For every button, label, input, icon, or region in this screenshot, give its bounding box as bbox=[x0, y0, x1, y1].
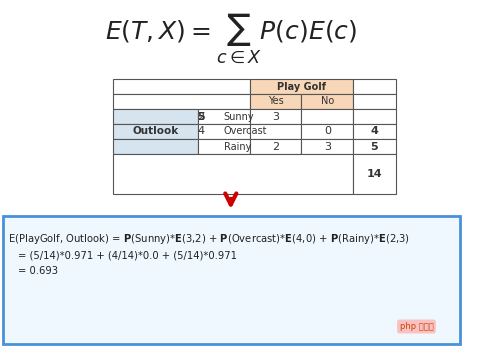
FancyBboxPatch shape bbox=[353, 154, 396, 194]
Text: 5: 5 bbox=[371, 141, 378, 151]
FancyBboxPatch shape bbox=[113, 139, 198, 154]
Text: $E(T,X)=\sum_{c\in X}P(c)E(c)$: $E(T,X)=\sum_{c\in X}P(c)E(c)$ bbox=[105, 12, 357, 66]
Text: 14: 14 bbox=[367, 169, 382, 179]
Text: Play Golf: Play Golf bbox=[277, 82, 326, 91]
FancyBboxPatch shape bbox=[249, 94, 301, 109]
FancyBboxPatch shape bbox=[249, 79, 353, 94]
Text: 4: 4 bbox=[197, 126, 204, 136]
FancyBboxPatch shape bbox=[113, 79, 249, 94]
Text: 0: 0 bbox=[324, 126, 331, 136]
FancyBboxPatch shape bbox=[301, 139, 353, 154]
FancyBboxPatch shape bbox=[353, 124, 396, 139]
Text: Outlook: Outlook bbox=[132, 126, 179, 136]
Text: No: No bbox=[321, 97, 334, 106]
Text: E(PlayGolf, Outlook) = $\mathbf{P}$(Sunny)*$\mathbf{E}$(3,2) + $\mathbf{P}$(Over: E(PlayGolf, Outlook) = $\mathbf{P}$(Sunn… bbox=[8, 232, 410, 246]
Text: Rainy: Rainy bbox=[224, 141, 251, 151]
Text: 2: 2 bbox=[272, 141, 279, 151]
FancyBboxPatch shape bbox=[113, 109, 198, 124]
Text: php 中文网: php 中文网 bbox=[400, 322, 434, 331]
Text: 4: 4 bbox=[371, 126, 379, 136]
FancyBboxPatch shape bbox=[198, 124, 249, 139]
Text: = 0.693: = 0.693 bbox=[18, 266, 58, 276]
FancyBboxPatch shape bbox=[353, 109, 396, 124]
Text: Yes: Yes bbox=[268, 97, 283, 106]
FancyBboxPatch shape bbox=[113, 124, 198, 139]
FancyBboxPatch shape bbox=[198, 109, 249, 124]
FancyArrowPatch shape bbox=[225, 193, 236, 205]
Text: 5: 5 bbox=[197, 111, 204, 121]
FancyBboxPatch shape bbox=[198, 139, 249, 154]
Text: 2: 2 bbox=[197, 111, 204, 121]
FancyBboxPatch shape bbox=[249, 124, 301, 139]
FancyBboxPatch shape bbox=[113, 94, 249, 109]
Text: Overcast: Overcast bbox=[224, 126, 267, 136]
FancyBboxPatch shape bbox=[249, 139, 301, 154]
FancyBboxPatch shape bbox=[353, 139, 396, 154]
FancyBboxPatch shape bbox=[301, 94, 353, 109]
FancyBboxPatch shape bbox=[249, 109, 301, 124]
FancyBboxPatch shape bbox=[353, 79, 396, 94]
FancyBboxPatch shape bbox=[353, 94, 396, 109]
FancyBboxPatch shape bbox=[301, 109, 353, 124]
FancyBboxPatch shape bbox=[301, 124, 353, 139]
FancyBboxPatch shape bbox=[3, 216, 460, 344]
FancyBboxPatch shape bbox=[113, 154, 353, 194]
Text: 3: 3 bbox=[272, 111, 279, 121]
Text: = (5/14)*0.971 + (4/14)*0.0 + (5/14)*0.971: = (5/14)*0.971 + (4/14)*0.0 + (5/14)*0.9… bbox=[18, 250, 237, 260]
Text: 3: 3 bbox=[324, 141, 331, 151]
Text: Sunny: Sunny bbox=[224, 111, 254, 121]
